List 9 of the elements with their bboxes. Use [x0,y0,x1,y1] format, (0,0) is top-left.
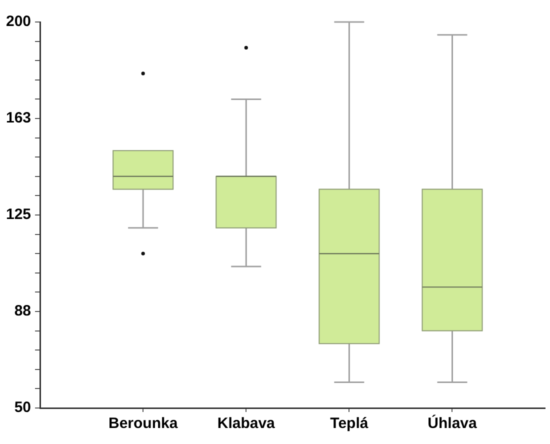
y-tick-label: 200 [6,13,32,30]
y-tick-label: 163 [6,110,32,127]
y-tick-label: 88 [14,302,32,320]
x-tick-label: Berounka [108,415,178,432]
x-tick-label: Úhlava [428,414,478,432]
y-tick-label: 50 [14,399,32,416]
x-tick-label: Teplá [330,415,369,432]
x-tick-label: Klabava [217,415,276,432]
y-tick-label: 125 [6,206,32,224]
